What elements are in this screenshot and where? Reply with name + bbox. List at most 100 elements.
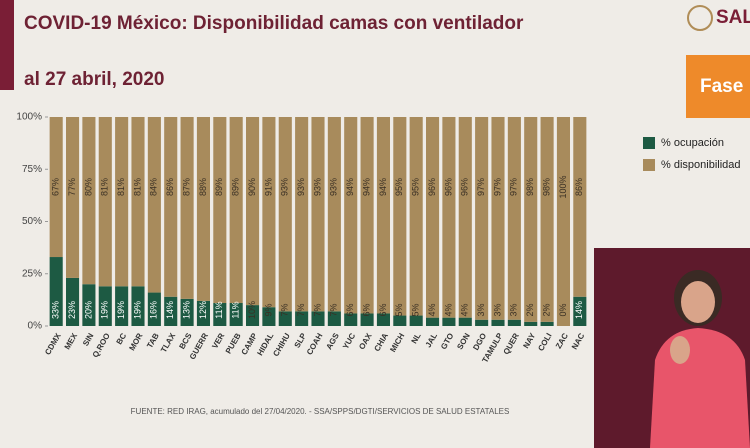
value-label: 81% xyxy=(100,178,110,196)
value-label: 91% xyxy=(263,178,273,196)
bar-segment xyxy=(327,117,341,312)
value-label: 10% xyxy=(247,301,257,319)
value-label: 6% xyxy=(361,303,371,316)
bar-segment xyxy=(393,315,407,326)
bar-segment xyxy=(524,321,538,326)
value-label: 95% xyxy=(411,178,421,196)
bar-segment xyxy=(213,117,227,304)
value-label: 2% xyxy=(525,303,535,316)
legend-label: % ocupación xyxy=(661,137,724,149)
bar-segment xyxy=(507,117,521,320)
bar-segment xyxy=(491,319,505,326)
bar-segment xyxy=(295,311,309,326)
value-label: 3% xyxy=(509,303,519,316)
value-label: 14% xyxy=(165,301,175,319)
value-label: 98% xyxy=(525,178,535,196)
bar-segment xyxy=(49,257,63,326)
value-label: 11% xyxy=(231,301,241,318)
value-label: 94% xyxy=(361,178,371,196)
chart-subtitle: al 27 abril, 2020 xyxy=(24,69,165,90)
chart-title: COVID-19 México: Disponibilidad camas co… xyxy=(24,13,524,34)
bar-segment xyxy=(524,117,538,322)
y-tick-label: 0% xyxy=(28,321,43,332)
bar-segment xyxy=(246,117,260,306)
y-tick-label: 75% xyxy=(22,164,42,175)
value-label: 86% xyxy=(574,178,584,196)
value-label: 19% xyxy=(132,301,142,319)
phase-text: Fase xyxy=(700,76,743,97)
legend-swatch xyxy=(643,137,655,149)
bar-segment xyxy=(66,117,80,278)
value-label: 93% xyxy=(296,178,306,196)
value-label: 2% xyxy=(541,303,551,316)
bar-segment xyxy=(180,117,194,299)
logo-emblem xyxy=(687,5,713,31)
video-panel xyxy=(594,248,750,448)
value-label: 12% xyxy=(198,301,208,319)
value-label: 86% xyxy=(165,178,175,196)
value-label: 90% xyxy=(247,178,257,196)
value-label: 94% xyxy=(378,178,388,196)
value-label: 93% xyxy=(312,178,322,196)
value-label: 7% xyxy=(280,303,290,316)
bar-segment xyxy=(164,117,178,297)
legend-label: % disponibilidad xyxy=(661,159,741,171)
bar-segment xyxy=(344,313,358,326)
value-label: 19% xyxy=(100,301,110,319)
bar-segment xyxy=(491,117,505,320)
bar-segment xyxy=(311,311,325,326)
bar-segment xyxy=(475,117,489,320)
bar-segment xyxy=(196,300,210,326)
bar-segment xyxy=(360,313,374,326)
value-label: 16% xyxy=(149,301,159,319)
bar-segment xyxy=(426,117,440,318)
bar-segment xyxy=(49,117,63,258)
shirt xyxy=(650,328,750,448)
value-label: 14% xyxy=(574,301,584,319)
bar-segment xyxy=(360,117,374,314)
y-tick-label: 25% xyxy=(22,268,42,279)
bar-segment xyxy=(66,277,80,326)
value-label: 81% xyxy=(132,178,142,196)
value-label: 80% xyxy=(83,178,93,196)
bar-segment xyxy=(180,298,194,326)
bar-segment xyxy=(246,305,260,326)
value-label: 93% xyxy=(329,178,339,196)
value-label: 96% xyxy=(443,178,453,196)
bar-segment xyxy=(376,313,390,326)
value-label: 6% xyxy=(378,303,388,316)
legend-swatch xyxy=(643,159,655,171)
value-label: 19% xyxy=(116,301,126,319)
value-label: 87% xyxy=(181,178,191,196)
value-label: 84% xyxy=(149,178,159,196)
value-label: 81% xyxy=(116,178,126,196)
value-label: 77% xyxy=(67,178,77,196)
value-label: 11% xyxy=(214,301,224,318)
value-label: 96% xyxy=(460,178,470,196)
bar-segment xyxy=(458,117,472,318)
bar-segment xyxy=(507,319,521,326)
bar-segment xyxy=(573,296,587,326)
bar-segment xyxy=(262,307,276,326)
bar-segment xyxy=(131,117,145,287)
value-label: 89% xyxy=(214,178,224,196)
bar-segment xyxy=(262,117,276,308)
value-label: 20% xyxy=(83,301,93,319)
value-label: 100% xyxy=(558,175,568,198)
value-label: 94% xyxy=(345,178,355,196)
bar-segment xyxy=(196,117,210,301)
value-label: 97% xyxy=(492,178,502,196)
bar-segment xyxy=(278,311,292,326)
logo-text: SAL xyxy=(716,7,750,28)
value-label: 13% xyxy=(181,301,191,319)
value-label: 95% xyxy=(394,178,404,196)
value-label: 0% xyxy=(558,303,568,316)
value-label: 23% xyxy=(67,301,77,319)
value-label: 4% xyxy=(460,303,470,316)
bar-segment xyxy=(82,284,96,326)
bar-segment xyxy=(540,321,554,326)
value-label: 9% xyxy=(263,303,273,316)
bar-segment xyxy=(98,286,112,326)
bar-segment xyxy=(393,117,407,316)
value-label: 3% xyxy=(476,303,486,316)
